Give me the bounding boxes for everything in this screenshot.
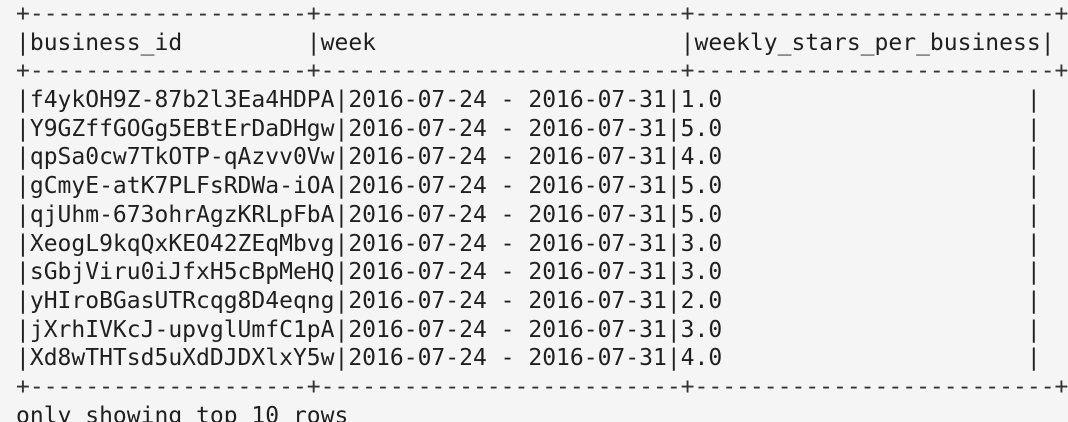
table-header-row: |business_id |week |weekly_stars_per_bus… xyxy=(16,29,1055,56)
table-top-border: +--------------------+------------------… xyxy=(16,1,1068,27)
table-row: |gCmyE-atK7PLFsRDWa-iOA|2016-07-24 - 201… xyxy=(16,173,1041,200)
table-row: |qjUhm-673ohrAgzKRLpFbA|2016-07-24 - 201… xyxy=(16,201,1041,228)
table-row: |f4ykOH9Z-87b2l3Ea4HDPA|2016-07-24 - 201… xyxy=(16,87,1041,114)
table-row: |sGbjViru0iJfxH5cBpMeHQ|2016-07-24 - 201… xyxy=(16,259,1041,286)
table-row: |yHIroBGasUTRcqg8D4eqng|2016-07-24 - 201… xyxy=(16,287,1041,314)
table-header-border: +--------------------+------------------… xyxy=(16,58,1068,85)
table-row: |Y9GZffGOGg5EBtErDaDHgw|2016-07-24 - 201… xyxy=(16,115,1041,142)
table-row: |XeogL9kqQxKEO42ZEqMbvg|2016-07-24 - 201… xyxy=(16,230,1041,257)
footer-note: only showing top 10 rows xyxy=(16,402,349,422)
table-row: |jXrhIVKcJ-upvglUmfC1pA|2016-07-24 - 201… xyxy=(16,316,1041,343)
table-row: |Xd8wTHTsd5uXdDJDXlxY5w|2016-07-24 - 201… xyxy=(16,345,1041,372)
table-bottom-border: +--------------------+------------------… xyxy=(16,373,1068,400)
table-row: |qpSa0cw7TkOTP-qAzvv0Vw|2016-07-24 - 201… xyxy=(16,144,1041,171)
